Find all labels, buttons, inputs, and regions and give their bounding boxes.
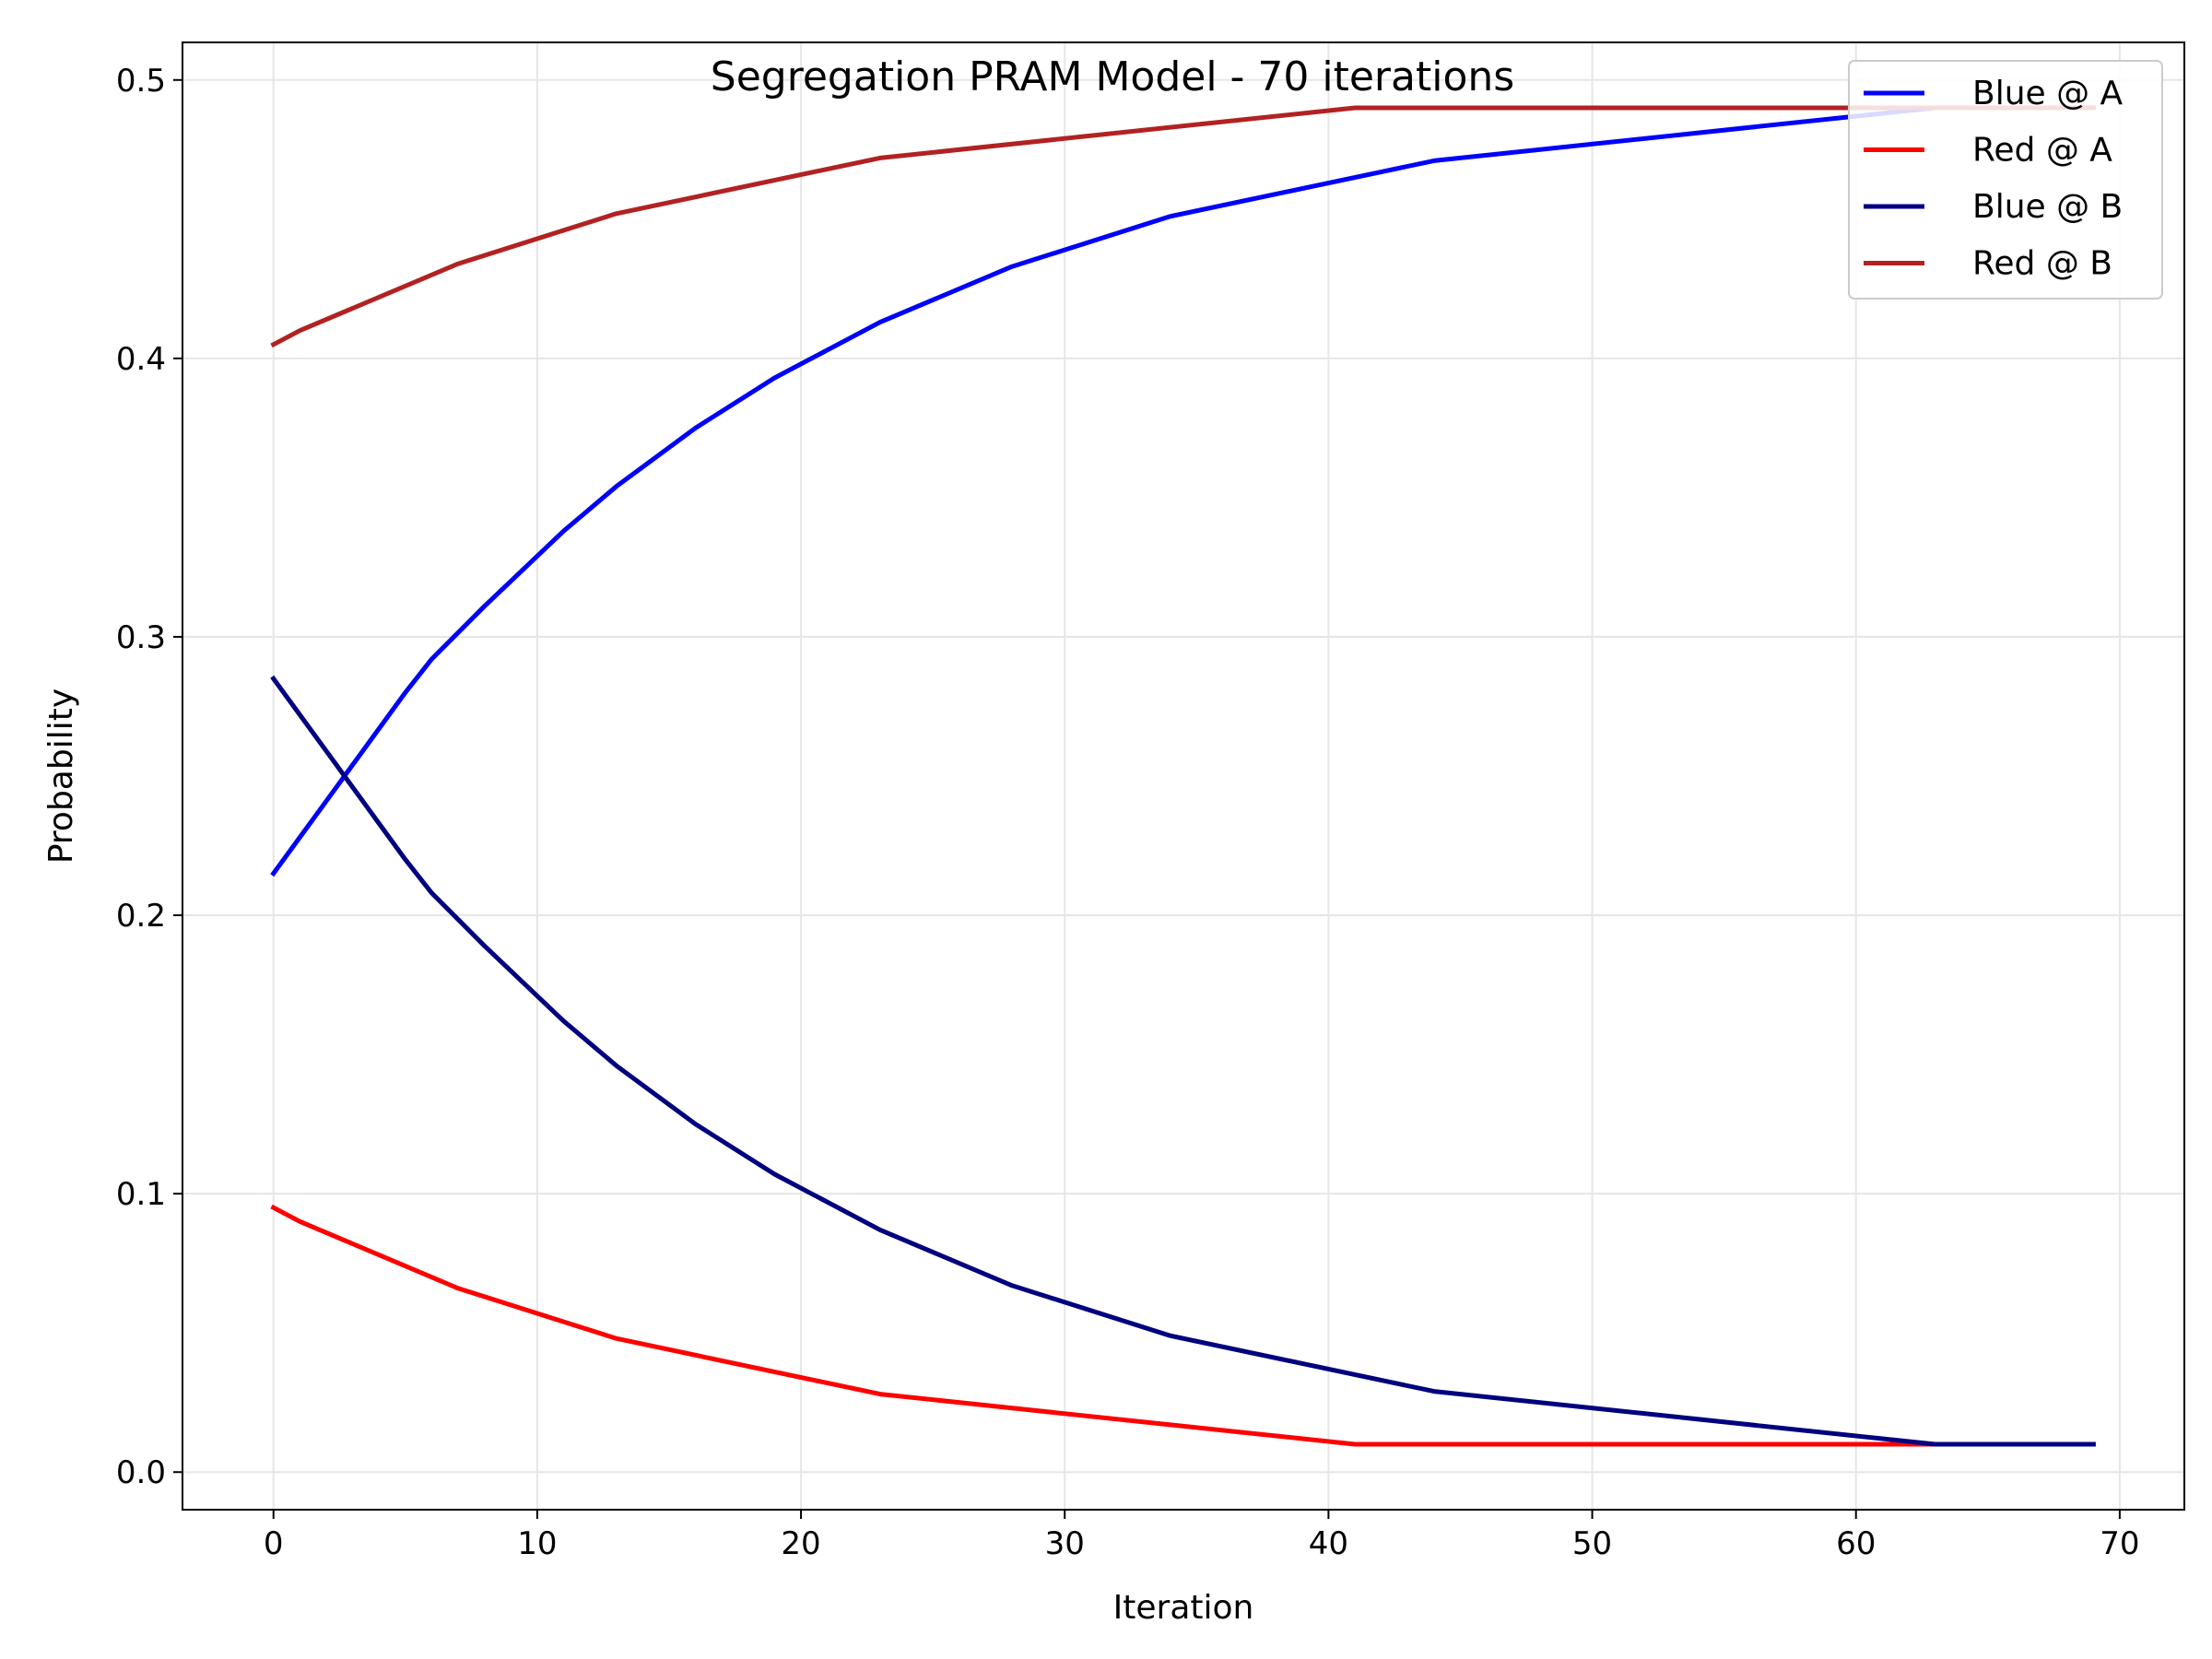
y-tick-label: 0.1 <box>116 1176 166 1213</box>
x-tick-label: 10 <box>517 1525 557 1562</box>
x-tick-label: 60 <box>1836 1525 1876 1562</box>
series-line <box>270 675 2096 1447</box>
x-tick-label: 0 <box>264 1525 284 1562</box>
x-tick-label: 70 <box>2100 1525 2139 1562</box>
legend-label: Blue @ B <box>1972 188 2123 226</box>
legend-label: Red @ B <box>1972 245 2112 283</box>
y-tick-label: 0.4 <box>116 341 166 378</box>
series-line <box>270 1204 2096 1447</box>
legend-label: Red @ A <box>1972 132 2112 170</box>
legend-box <box>1848 60 2163 300</box>
y-axis-title: Probability <box>42 688 80 864</box>
y-tick-label: 0.0 <box>116 1454 166 1491</box>
x-tick-label: 30 <box>1045 1525 1085 1562</box>
legend-label: Blue @ A <box>1972 75 2124 112</box>
chart-title: Segregation PRAM Model - 70 iterations <box>711 53 1514 100</box>
y-tick-label: 0.2 <box>116 898 166 935</box>
x-tick-label: 20 <box>781 1525 820 1562</box>
tick-layer: 0 10 20 30 40 50 60 70 0.0 0.1 0.2 0.3 0.4 0.5 <box>116 63 2140 1562</box>
x-tick-label: 40 <box>1309 1525 1348 1562</box>
x-tick-label: 50 <box>1572 1525 1612 1562</box>
legend-items: Blue @ A Red @ A Blue @ B Red @ B <box>1864 75 2124 283</box>
series-line <box>270 105 2096 877</box>
series-line <box>270 105 2096 348</box>
x-axis-title: Iteration <box>1113 1589 1254 1627</box>
y-tick-label: 0.3 <box>116 619 166 656</box>
series-layer <box>270 105 2096 1447</box>
y-tick-label: 0.5 <box>116 63 166 100</box>
legend: Blue @ A Red @ A Blue @ B Red @ B <box>1848 60 2163 300</box>
plot-frame <box>182 41 2185 1511</box>
